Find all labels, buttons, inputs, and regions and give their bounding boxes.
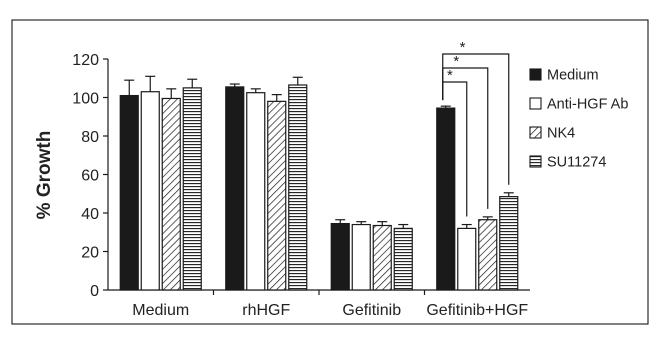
x-tick-label: Medium [132,302,189,319]
y-tick-label: 120 [72,52,99,69]
legend-label: NK4 [547,126,575,142]
legend-swatch [529,97,542,110]
significance-bracket [442,53,510,185]
bar [161,97,181,291]
bar [330,222,350,291]
y-axis-label: % Growth [34,131,55,220]
x-tick-label: rhHGF [242,302,290,319]
bar [288,84,308,291]
y-tick-label: 100 [72,91,99,108]
y-tick-label: 0 [90,283,99,300]
legend-label: Anti-HGF Ab [547,97,628,113]
bar [182,87,202,291]
bar [119,94,139,291]
legend-swatch [529,126,542,139]
bar [372,224,392,291]
y-tick-label: 40 [81,206,99,223]
x-tick-label: Gefitinib+HGF [426,302,528,319]
significance-marker: * [453,53,459,70]
bar [246,92,266,291]
bar [478,219,498,291]
y-tick-label: 60 [81,168,99,185]
y-tick-label: 20 [81,245,99,262]
bar [267,100,287,291]
bar [351,223,371,291]
legend-swatch [529,155,542,168]
legend-label: SU11274 [547,155,606,171]
legend-label: Medium [547,68,599,84]
bar [393,227,413,291]
bar [499,196,519,291]
bar [140,91,160,291]
bar [225,86,245,291]
x-tick-label: Gefitinib [342,302,401,319]
bar [457,227,477,291]
bar [436,107,456,291]
significance-marker: * [447,67,453,84]
significance-marker: * [460,39,466,56]
legend-swatch [529,68,542,81]
y-tick-label: 80 [81,129,99,146]
chart-frame [11,19,649,325]
